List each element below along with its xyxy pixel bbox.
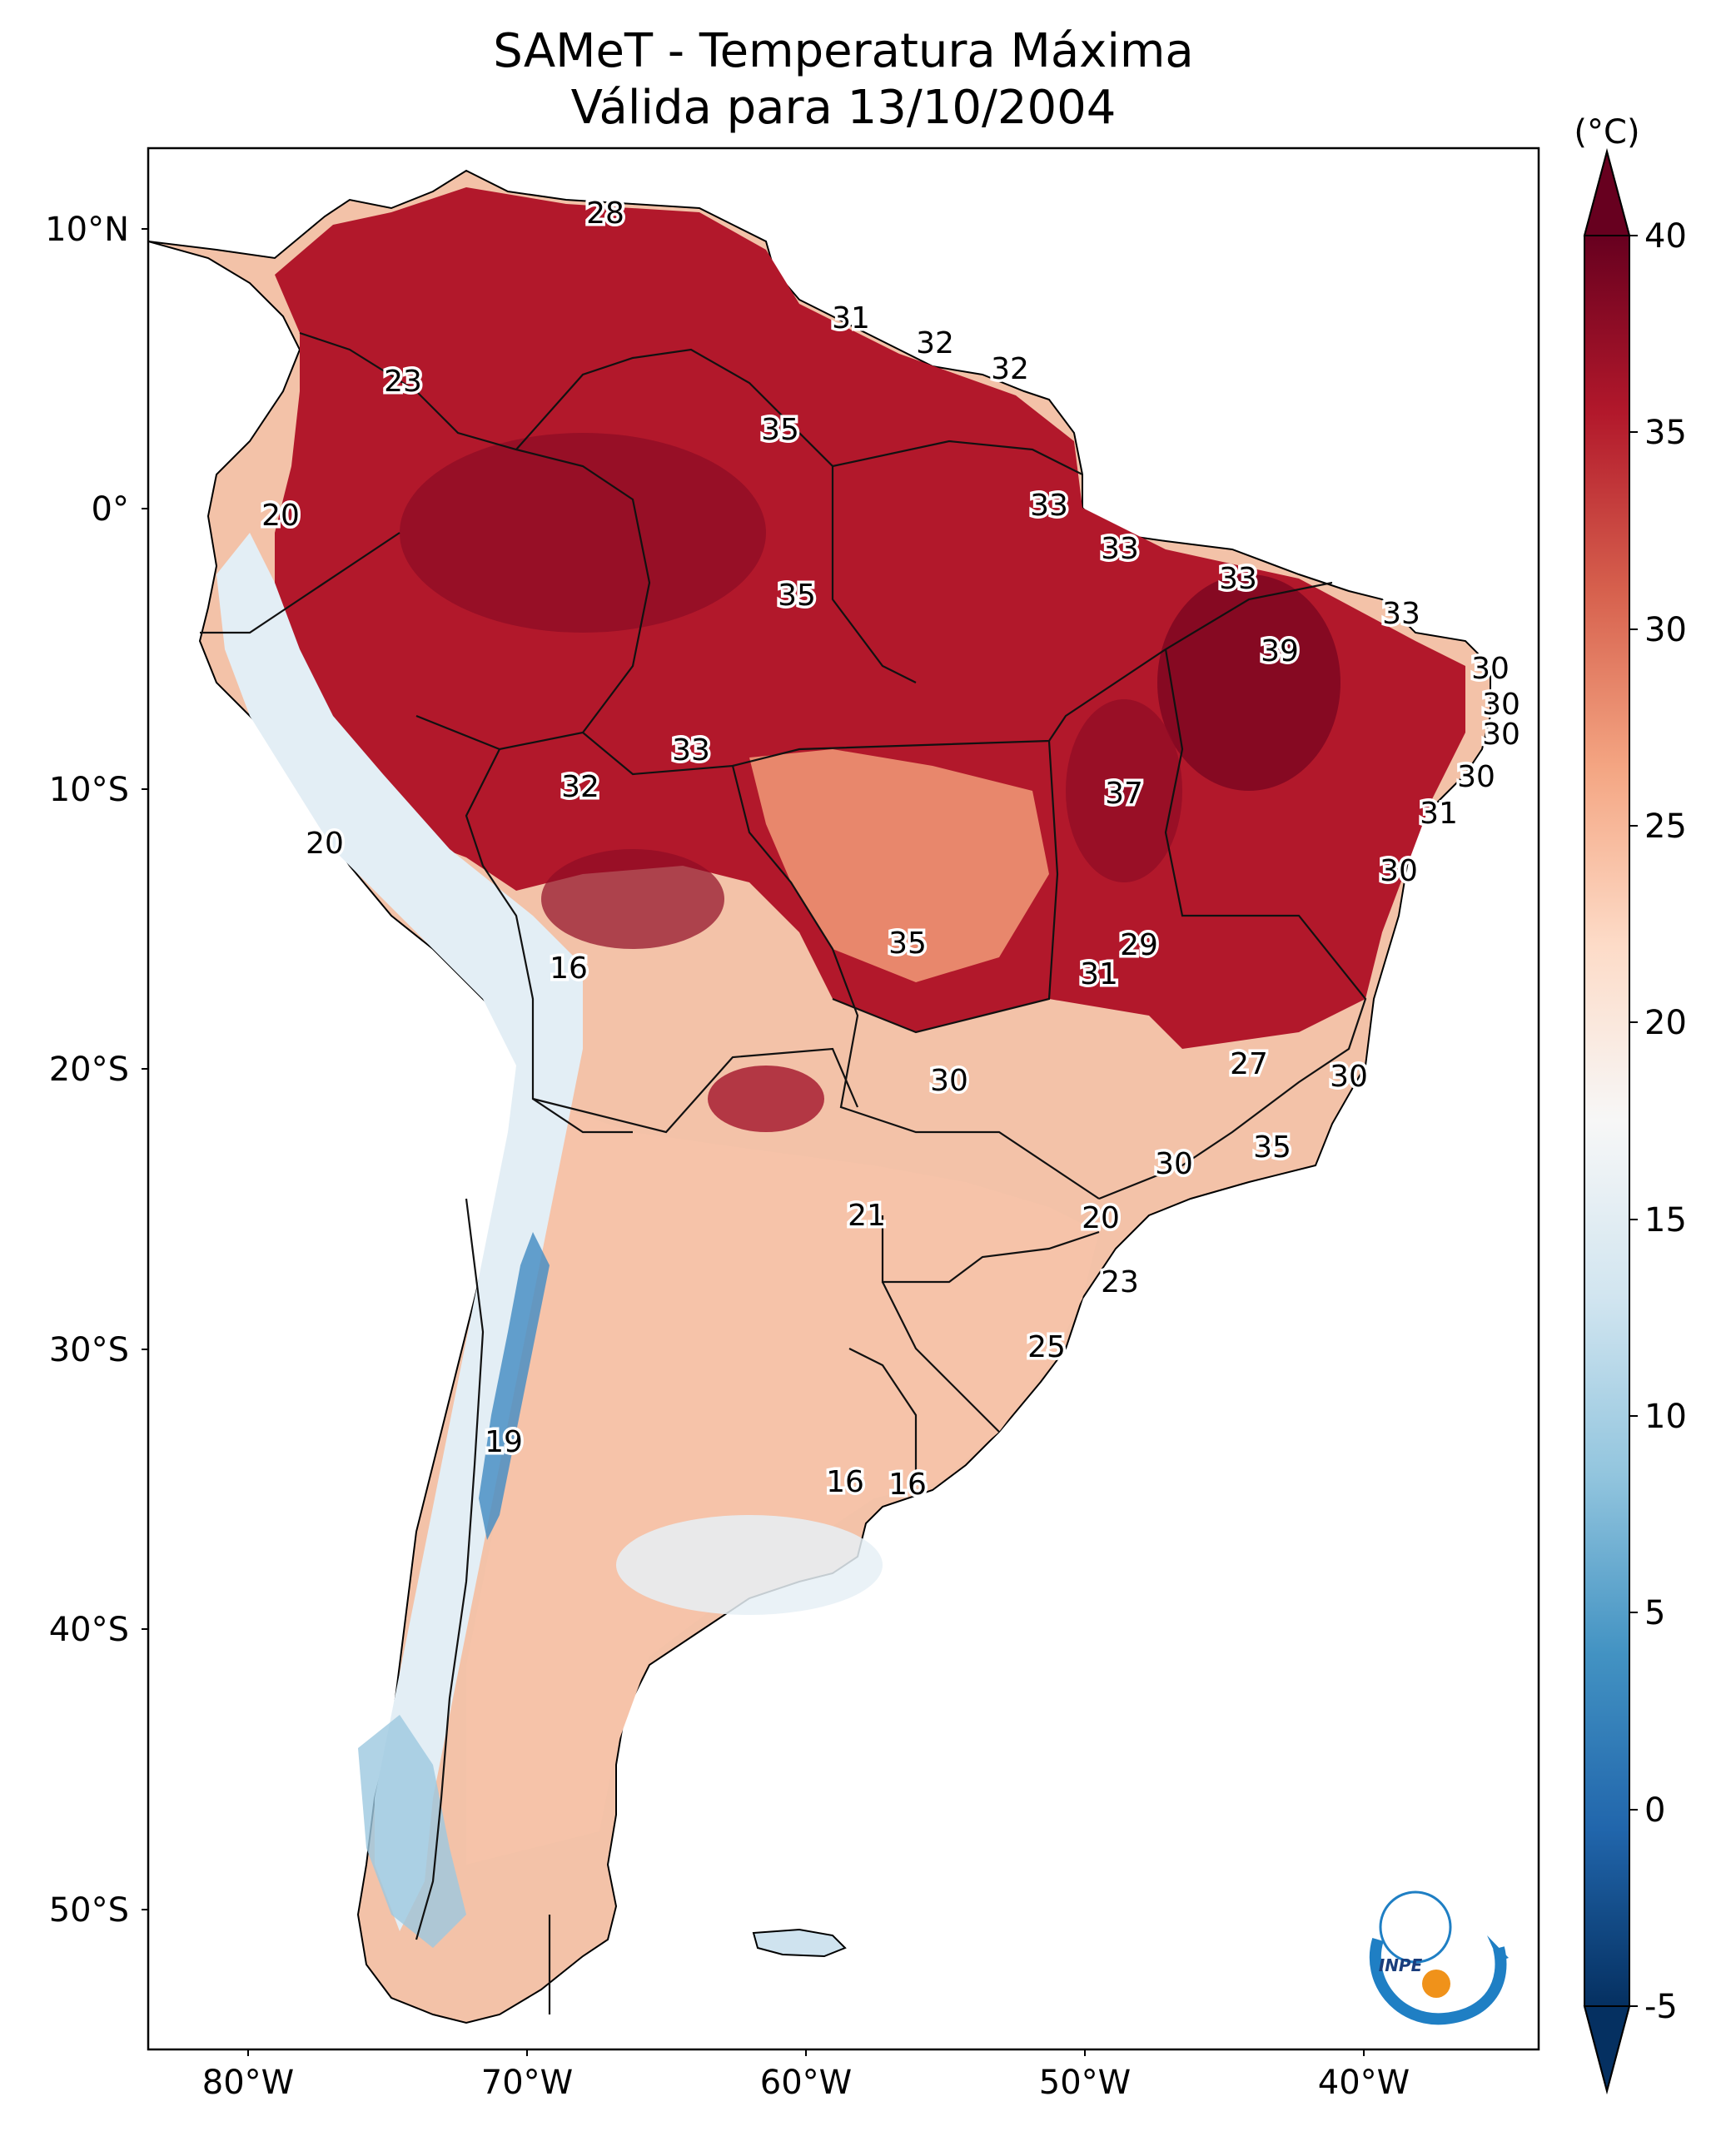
colorbar: (°C) 40 35 30 25 20 15 10 5 0 -5 — [1574, 113, 1687, 2094]
isotherm-label: 33 — [672, 733, 710, 768]
lat-label-20s: 20°S — [49, 1051, 129, 1089]
colorbar-tick-label: 10 — [1644, 1398, 1687, 1436]
lon-label-50w: 50°W — [1039, 2064, 1131, 2102]
colorbar-min-extend — [1583, 2005, 1631, 2094]
hot-core-amazon — [400, 433, 766, 633]
map-frame — [147, 147, 1540, 2051]
isotherm-label: 16 — [826, 1465, 864, 1499]
lat-label-10s: 10°S — [49, 771, 129, 809]
lat-label-10n: 10°N — [45, 211, 129, 249]
lat-label-40s: 40°S — [49, 1611, 129, 1649]
map-area — [148, 148, 1539, 2049]
isotherm-label: 30 — [1330, 1060, 1368, 1094]
colorbar-tick-label: 0 — [1644, 1791, 1665, 1830]
falkland-islands — [752, 1928, 847, 1958]
colorbar-max-extend — [1583, 148, 1631, 236]
inpe-logo: INPE — [1369, 1890, 1509, 2025]
title-line-1: SAMeT - Temperatura Máxima — [493, 24, 1194, 78]
isotherm-label: 37 — [1105, 777, 1143, 811]
lon-label-70w: 70°W — [481, 2064, 573, 2102]
colorbar-tick-label: 25 — [1644, 807, 1687, 846]
isotherm-label: 31 — [1080, 957, 1118, 991]
logo-swoosh — [1369, 1937, 1507, 2025]
pampas-cool-patch — [616, 1515, 883, 1615]
logo-sun-dot — [1422, 1970, 1450, 1998]
isotherm-label: 16 — [550, 951, 588, 986]
logo-text: INPE — [1379, 1955, 1423, 1975]
logo-circle — [1379, 1890, 1452, 1964]
isotherm-label: 21 — [848, 1199, 886, 1233]
hot-core-bolivia — [541, 849, 724, 949]
isotherm-label: 35 — [888, 926, 927, 961]
isotherm-label: 30 — [930, 1064, 968, 1098]
isotherm-label: 31 — [832, 301, 870, 335]
colorbar-unit-label: (°C) — [1574, 113, 1639, 152]
warm-region-central — [749, 749, 1049, 982]
isotherm-label: 20 — [261, 499, 300, 533]
hot-core-northeast — [1157, 574, 1340, 791]
isotherm-label: 31 — [1420, 797, 1458, 831]
isotherm-label: 23 — [1101, 1265, 1139, 1299]
lon-label-60w: 60°W — [760, 2064, 852, 2102]
patagonia-cold — [358, 1715, 466, 1948]
longitude-axis: 80°W 70°W 60°W 50°W 40°W — [202, 2049, 1410, 2102]
isotherm-label: 33 — [1101, 532, 1139, 566]
logo-arrow-icon — [1487, 1935, 1509, 1961]
hot-core-chaco — [708, 1066, 824, 1132]
colorbar-tick-label: 20 — [1644, 1004, 1687, 1042]
lat-label-0: 0° — [92, 490, 129, 529]
isotherm-label: 35 — [778, 579, 816, 613]
isotherm-label: 30 — [1471, 652, 1510, 686]
colorbar-tick-label: 35 — [1644, 414, 1687, 452]
political-borders — [200, 331, 1367, 2014]
mild-region-south — [466, 1099, 1099, 1865]
colorbar-tick-label: 30 — [1644, 611, 1687, 649]
colorbar-ticks: 40 35 30 25 20 15 10 5 0 -5 — [1629, 217, 1687, 2026]
title-line-2: Válida para 13/10/2004 — [571, 81, 1117, 135]
isotherm-label: 39 — [1261, 634, 1299, 668]
isotherm-label: 32 — [991, 352, 1029, 386]
isotherm-label: 33 — [1030, 489, 1068, 523]
lat-label-30s: 30°S — [49, 1331, 129, 1369]
isotherm-label: 35 — [1253, 1130, 1291, 1165]
hot-core-tocantins — [1066, 699, 1182, 882]
isotherm-label: 33 — [1382, 597, 1420, 631]
isotherm-label: 29 — [1120, 928, 1158, 962]
isotherm-label: 35 — [761, 413, 799, 447]
isotherm-label: 27 — [1230, 1047, 1268, 1081]
lon-label-80w: 80°W — [202, 2064, 294, 2102]
andes-cool-strip — [216, 533, 583, 1931]
colorbar-tick-label: 15 — [1644, 1201, 1687, 1239]
isotherm-label: 30 — [1155, 1147, 1193, 1181]
isotherm-label: 32 — [561, 770, 599, 804]
isotherm-label: 28 — [586, 196, 624, 231]
lat-label-50s: 50°S — [49, 1891, 129, 1930]
isotherm-label: 30 — [1457, 760, 1495, 794]
isotherm-label: 30 — [1482, 718, 1520, 752]
isotherm-label: 20 — [1082, 1201, 1120, 1235]
isotherm-label: 30 — [1380, 854, 1418, 888]
isotherm-label: 20 — [306, 827, 344, 861]
andes-cold-core — [479, 1232, 550, 1540]
isotherm-label: 16 — [888, 1468, 927, 1502]
colorbar-tick-label: 40 — [1644, 217, 1687, 256]
isotherm-label: 32 — [916, 326, 954, 360]
isotherm-label: 33 — [1219, 562, 1257, 596]
lon-label-40w: 40°W — [1318, 2064, 1410, 2102]
isotherm-label: 25 — [1027, 1330, 1066, 1364]
latitude-axis: 10°N 0° 10°S 20°S 30°S 40°S 50°S — [45, 211, 148, 1930]
colorbar-tick-label: -5 — [1644, 1988, 1678, 2026]
colorbar-gradient — [1584, 236, 1629, 2006]
isotherm-label: 19 — [485, 1425, 523, 1459]
isotherm-label: 23 — [384, 365, 422, 399]
isotherm-labels: 28 31 32 32 23 35 20 33 33 33 35 33 39 3… — [259, 194, 1524, 1505]
isotherm-label: 30 — [1482, 688, 1520, 722]
colorbar-tick-label: 5 — [1644, 1594, 1665, 1632]
